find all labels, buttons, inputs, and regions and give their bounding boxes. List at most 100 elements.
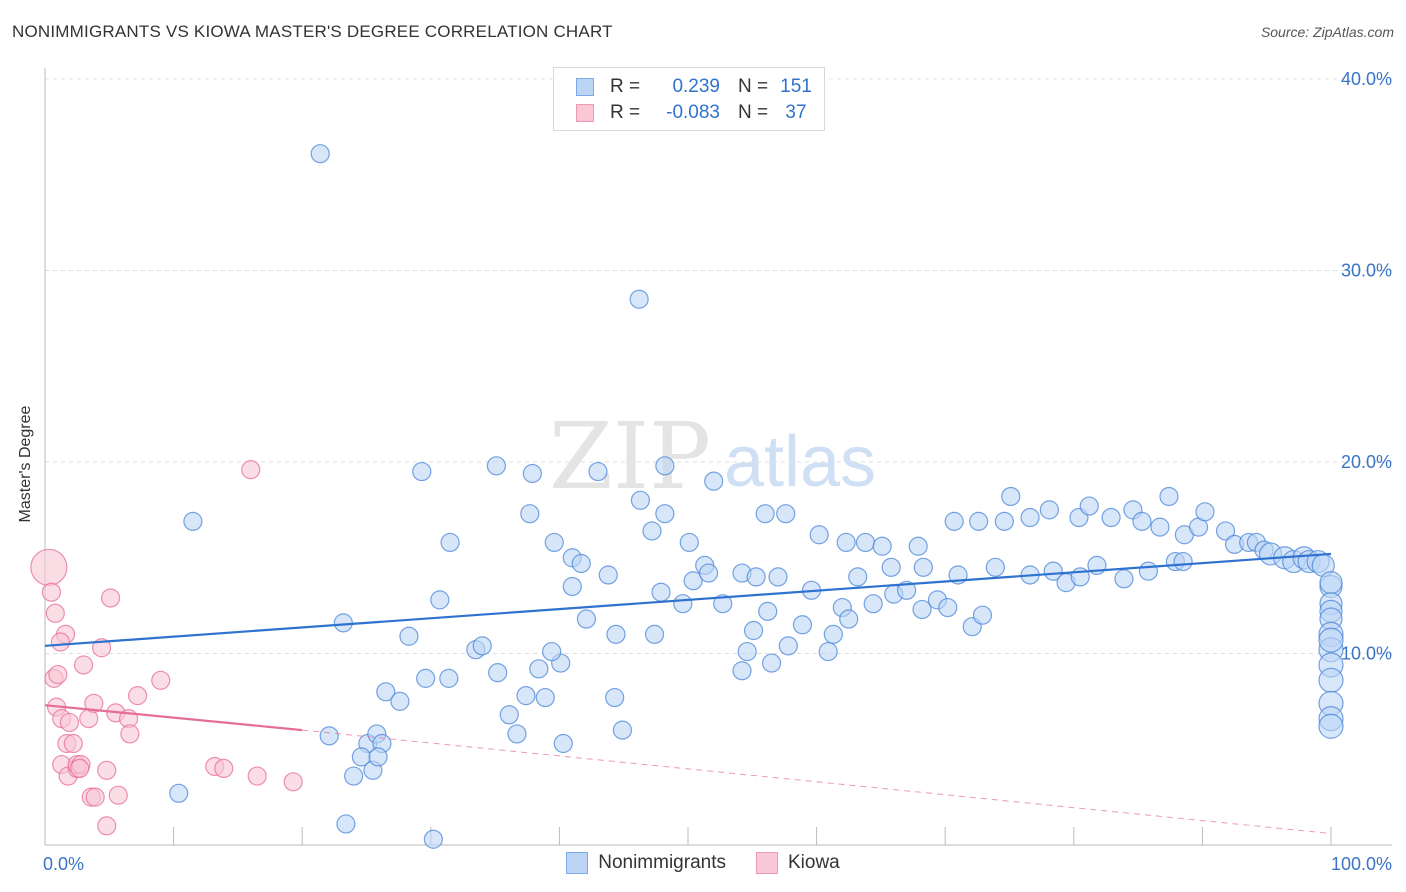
point-nonimmigrants: [809, 525, 829, 545]
point-nonimmigrants: [499, 705, 519, 725]
point-nonimmigrants: [412, 461, 432, 482]
point-nonimmigrants: [576, 609, 597, 629]
point-nonimmigrants: [1318, 713, 1344, 739]
legend-item-nonimmigrants[interactable]: Nonimmigrants: [566, 852, 726, 874]
point-nonimmigrants: [542, 641, 562, 662]
y-tick-label: 20.0%: [1341, 452, 1392, 472]
point-nonimmigrants: [544, 532, 564, 553]
point-nonimmigrants: [848, 567, 868, 587]
point-nonimmigrants: [1039, 500, 1059, 520]
point-kiowa: [30, 548, 68, 586]
point-kiowa: [70, 758, 90, 779]
point-nonimmigrants: [732, 661, 752, 681]
point-kiowa: [100, 588, 121, 608]
point-nonimmigrants: [368, 747, 388, 767]
point-nonimmigrants: [746, 567, 766, 587]
point-nonimmigrants: [399, 626, 419, 646]
point-nonimmigrants: [1132, 511, 1152, 531]
point-kiowa: [45, 603, 65, 623]
point-nonimmigrants: [1319, 571, 1343, 595]
point-kiowa: [127, 686, 148, 706]
point-nonimmigrants: [1114, 569, 1134, 589]
point-nonimmigrants: [913, 557, 933, 577]
legend-swatch-kiowa: [576, 104, 594, 122]
legend-row-nonimmigrants: R = 0.239 N = 151: [576, 74, 816, 100]
point-kiowa: [73, 655, 94, 675]
point-nonimmigrants: [1020, 507, 1040, 528]
point-nonimmigrants: [1101, 507, 1121, 528]
point-kiowa: [50, 632, 71, 652]
series-legend: Nonimmigrants Kiowa: [0, 852, 1406, 874]
point-nonimmigrants: [944, 511, 964, 531]
point-nonimmigrants: [1215, 521, 1236, 541]
legend-r-label: R =: [610, 102, 641, 123]
legend-swatch-nonimmigrants: [576, 78, 594, 96]
point-nonimmigrants: [1001, 486, 1021, 507]
point-kiowa: [214, 758, 234, 779]
chart-title: NONIMMIGRANTS VS KIOWA MASTER'S DEGREE C…: [12, 22, 613, 41]
point-nonimmigrants: [778, 636, 798, 656]
point-nonimmigrants: [655, 504, 675, 524]
point-nonimmigrants: [605, 687, 625, 708]
legend-swatch-nonimmigrants: [566, 852, 589, 874]
legend-r-value: 0.239: [672, 76, 720, 97]
watermark: ZIP atlas: [549, 403, 876, 510]
point-kiowa: [108, 785, 128, 805]
point-nonimmigrants: [472, 636, 492, 656]
point-nonimmigrants: [679, 532, 699, 553]
y-tick-label: 10.0%: [1341, 644, 1392, 664]
x-tick-label: 100.0%: [1331, 854, 1392, 874]
point-nonimmigrants: [440, 532, 460, 553]
point-nonimmigrants: [416, 668, 436, 688]
point-nonimmigrants: [333, 613, 353, 633]
point-nonimmigrants: [562, 576, 582, 597]
point-nonimmigrants: [598, 565, 618, 585]
legend-n-label: N =: [738, 102, 769, 123]
point-nonimmigrants: [642, 521, 662, 541]
point-nonimmigrants: [344, 766, 364, 786]
point-nonimmigrants: [985, 557, 1005, 577]
point-nonimmigrants: [863, 594, 883, 614]
axes: [44, 68, 1392, 846]
point-nonimmigrants: [994, 511, 1014, 531]
point-nonimmigrants: [823, 624, 843, 644]
point-nonimmigrants: [912, 599, 932, 620]
point-kiowa: [84, 693, 104, 713]
point-nonimmigrants: [1173, 551, 1193, 572]
y-tick-label: 30.0%: [1341, 261, 1392, 281]
point-nonimmigrants: [529, 659, 549, 679]
legend-label-kiowa: Kiowa: [788, 852, 840, 873]
point-nonimmigrants: [655, 456, 675, 476]
point-nonimmigrants: [516, 686, 536, 706]
trend-line-nonimmigrants: [44, 552, 1332, 647]
point-nonimmigrants: [644, 624, 665, 644]
legend-swatch-kiowa: [756, 852, 778, 874]
legend-n-label: N =: [738, 76, 769, 97]
point-nonimmigrants: [938, 597, 958, 618]
source-label: Source: ZipAtlas.com: [1260, 24, 1394, 40]
legend-item-kiowa[interactable]: Kiowa: [756, 852, 840, 874]
trend-lines: [44, 552, 1332, 835]
point-nonimmigrants: [1318, 627, 1344, 653]
point-kiowa: [151, 670, 171, 690]
point-nonimmigrants: [629, 289, 649, 309]
point-kiowa: [247, 766, 267, 786]
point-nonimmigrants: [571, 553, 591, 574]
point-nonimmigrants: [713, 594, 733, 614]
point-nonimmigrants: [1079, 496, 1099, 516]
point-kiowa: [41, 582, 62, 602]
legend-r-value: -0.083: [666, 102, 720, 123]
point-nonimmigrants: [336, 814, 356, 834]
point-kiowa: [48, 664, 68, 685]
point-nonimmigrants: [1150, 517, 1170, 537]
point-nonimmigrants: [507, 724, 527, 744]
point-kiowa: [63, 733, 83, 754]
point-nonimmigrants: [755, 504, 775, 524]
point-nonimmigrants: [612, 720, 633, 740]
point-nonimmigrants: [683, 571, 703, 591]
point-nonimmigrants: [606, 624, 626, 644]
point-kiowa: [97, 816, 117, 836]
point-nonimmigrants: [588, 461, 608, 482]
point-nonimmigrants: [872, 536, 892, 556]
